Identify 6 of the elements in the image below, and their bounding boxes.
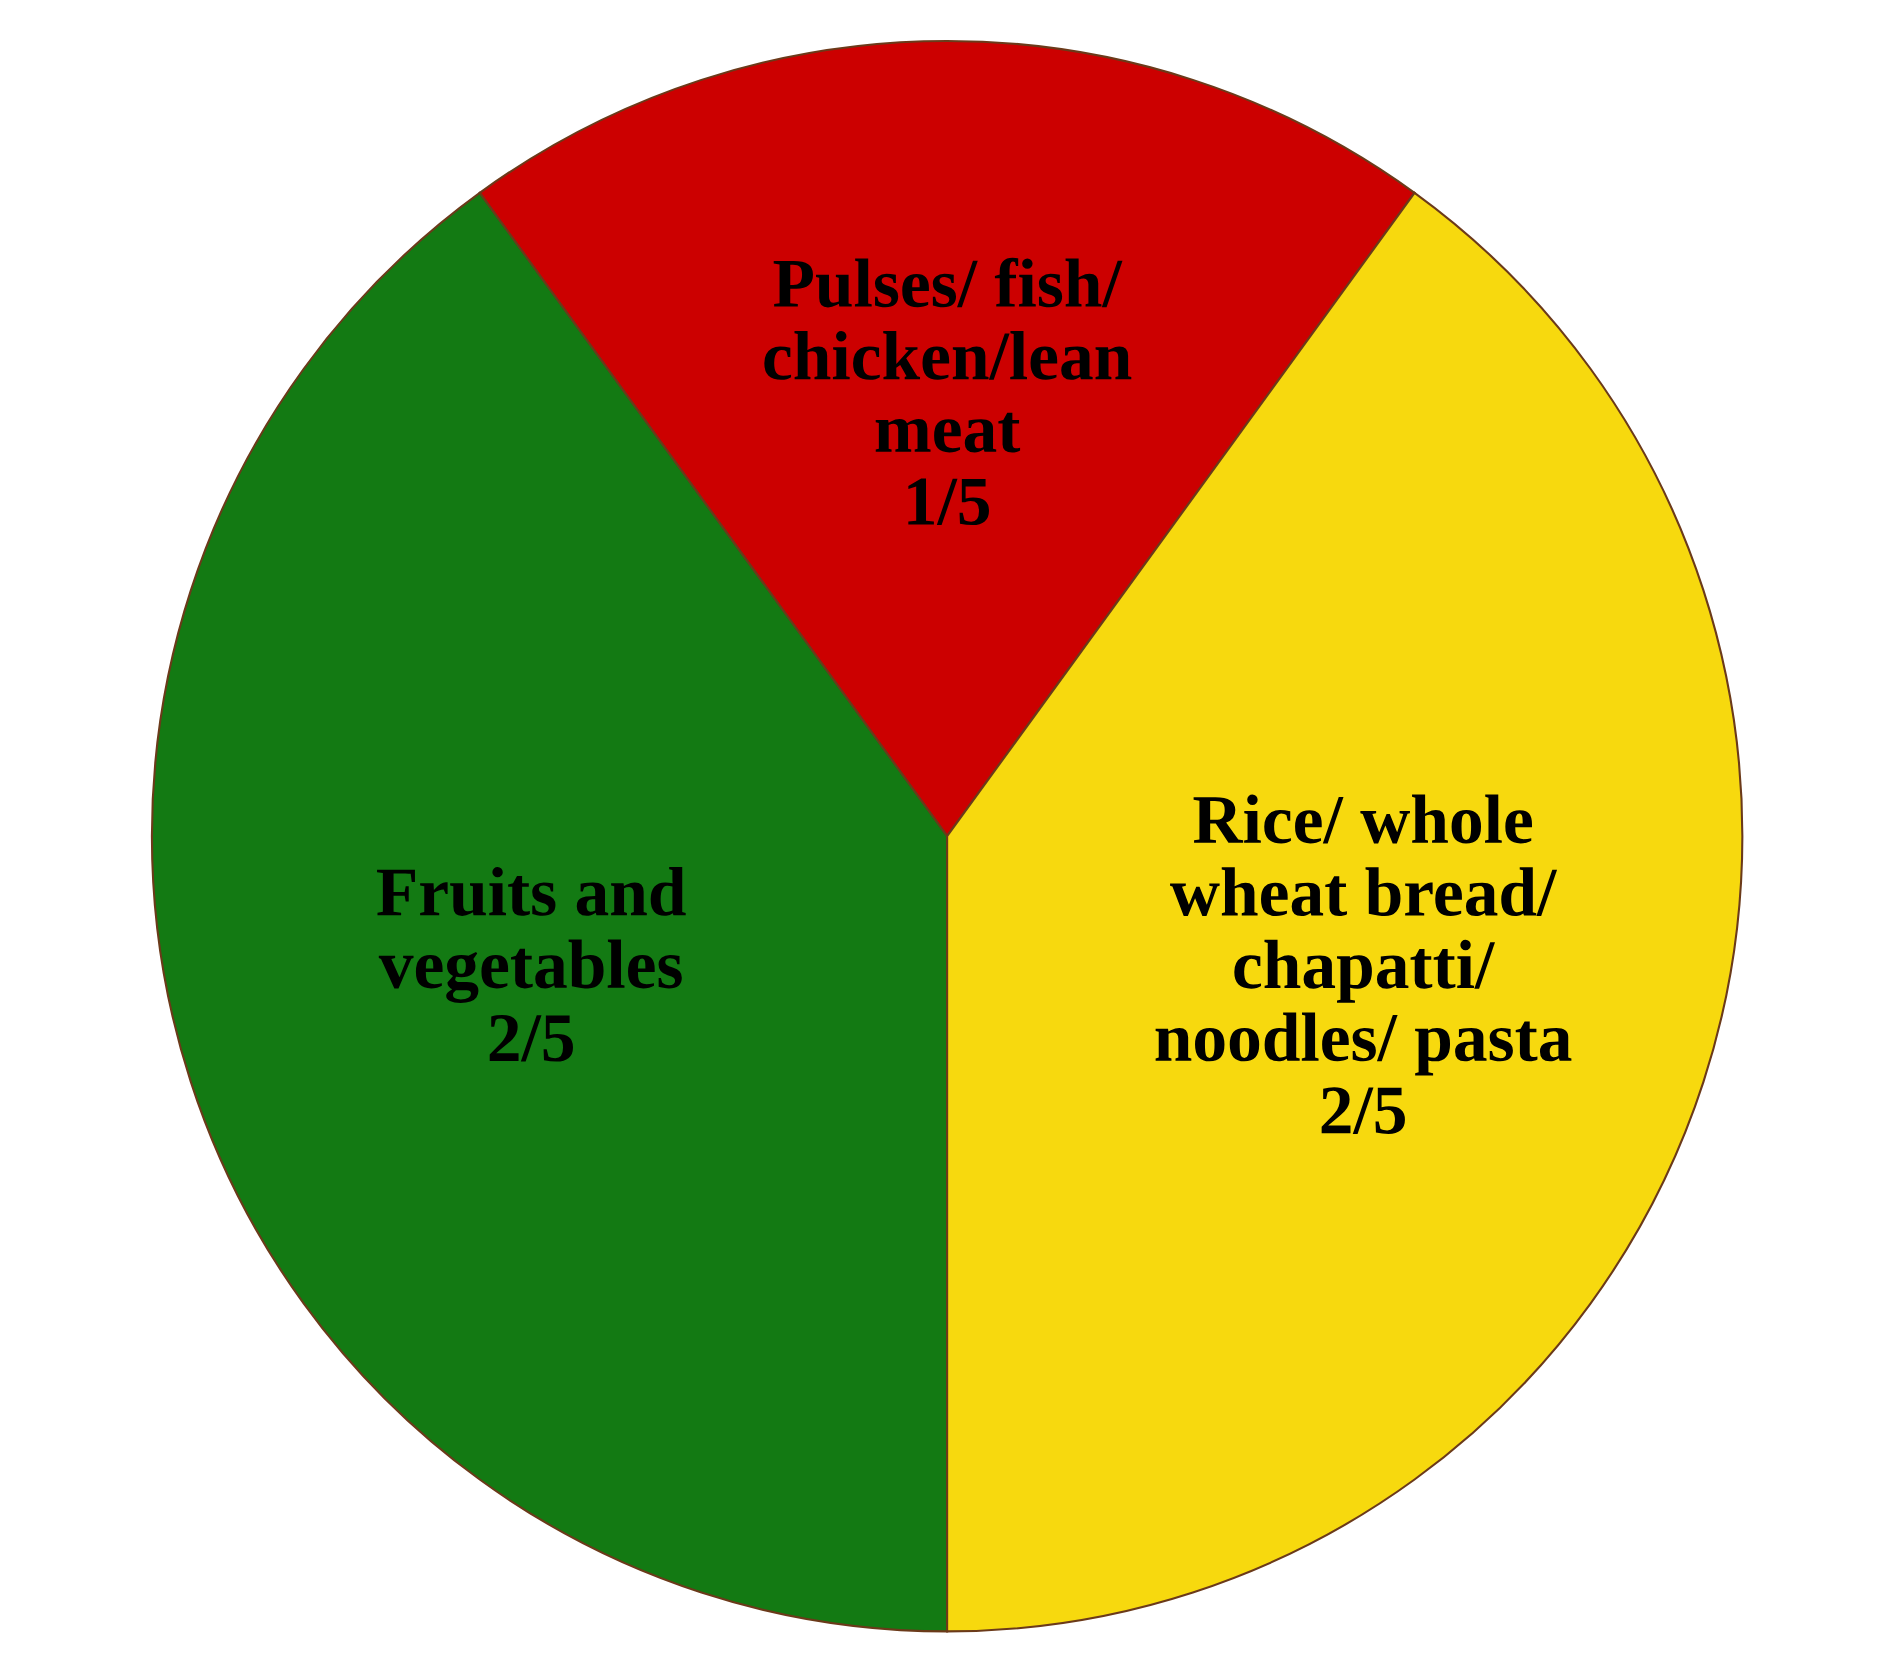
slice-label: Fruits and vegetables: [377, 866, 686, 1004]
slice-label: Rice/ whole wheat bread/ chapatti/ noodles/ pasta: [1155, 794, 1572, 1076]
data-label: 1/5: [908, 478, 989, 526]
data-label: 2/5: [489, 1014, 573, 1062]
data-label: 2/5: [1321, 1087, 1405, 1134]
slice-label: Pulses/ fish/ chicken/lean meat: [764, 257, 1132, 453]
